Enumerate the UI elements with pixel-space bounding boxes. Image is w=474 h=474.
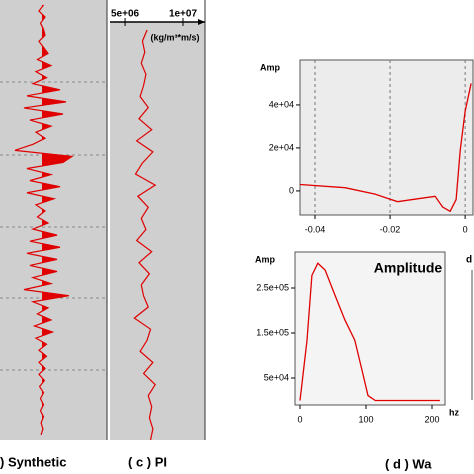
- x-axis-label: hz: [449, 407, 459, 417]
- y-axis-label: Amp: [260, 62, 281, 72]
- y-tick-label: 0: [289, 185, 294, 195]
- trace: [133, 29, 157, 441]
- y-tick-label: 5e+04: [264, 372, 289, 382]
- x-tick-label: 200: [424, 414, 439, 424]
- x-tick-label: 5e+06: [111, 9, 140, 20]
- x-tick-label: 100: [358, 414, 373, 424]
- y-tick-label: 2e+04: [269, 142, 294, 152]
- y-tick-label: 2.5e+05: [256, 282, 289, 292]
- y-tick-label: 1.5e+05: [256, 327, 289, 337]
- x-tick-label: -0.02: [380, 224, 401, 234]
- line: [299, 83, 472, 213]
- x-axis-label: (kg/m³*m/s): [150, 32, 199, 42]
- caption: ( c ) PI: [128, 454, 167, 469]
- x-tick-label: 0: [298, 414, 303, 424]
- y-axis-label: Amp: [255, 254, 276, 264]
- plot-box: [299, 59, 474, 216]
- synthetic-panel: [0, 0, 107, 440]
- pi-panel: [110, 22, 205, 440]
- side-text: d: [466, 255, 472, 266]
- trace: [14, 4, 74, 436]
- chart-title: Amplitude: [374, 260, 443, 276]
- axis-arrow: [198, 19, 205, 25]
- y-tick-label: 4e+04: [269, 99, 294, 109]
- x-tick-label: 1e+07: [169, 9, 198, 20]
- line: [299, 262, 440, 402]
- caption: ( d ) Wa: [385, 456, 432, 471]
- x-tick-label: -0.04: [305, 224, 326, 234]
- plot-box: [294, 251, 446, 406]
- x-tick-label: 0: [463, 224, 468, 234]
- caption: ) Synthetic: [0, 454, 66, 469]
